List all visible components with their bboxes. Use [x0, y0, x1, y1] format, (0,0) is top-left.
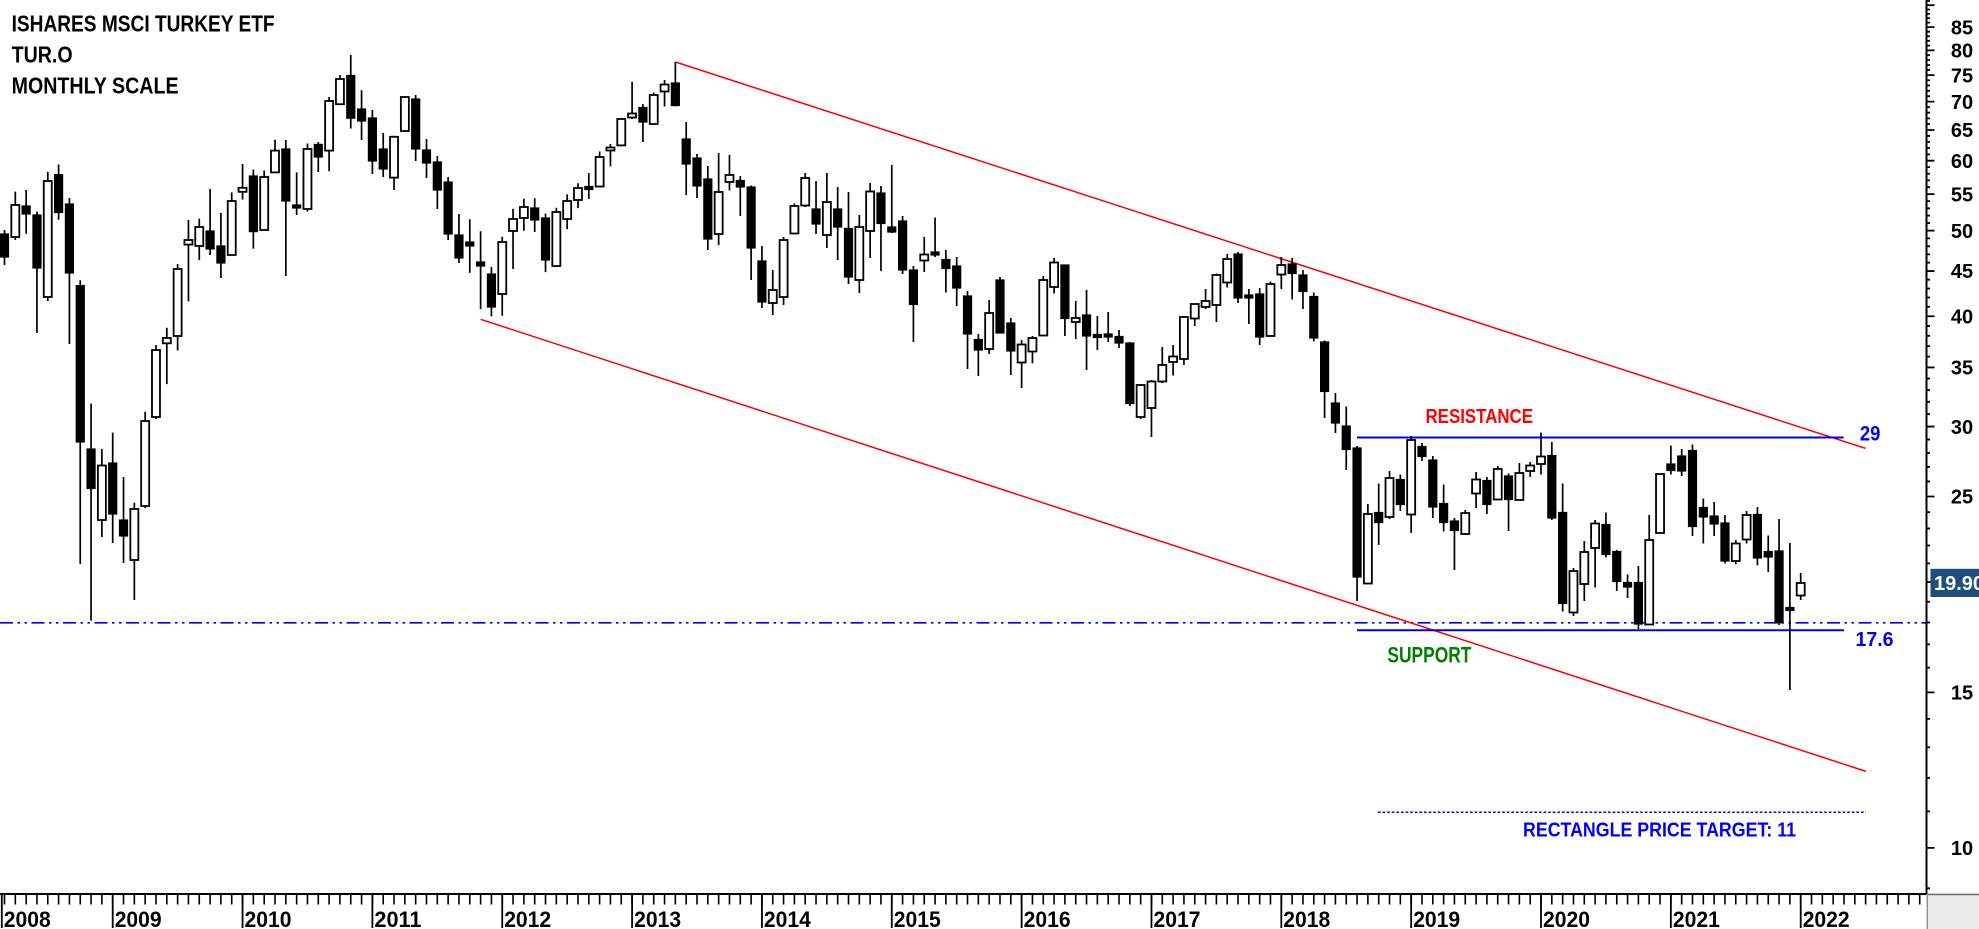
svg-text:85: 85 [1951, 17, 1973, 39]
svg-text:2017: 2017 [1154, 907, 1201, 929]
svg-text:40: 40 [1951, 306, 1973, 328]
svg-text:75: 75 [1951, 65, 1973, 87]
svg-text:ISHARES MSCI TURKEY ETF: ISHARES MSCI TURKEY ETF [12, 11, 275, 37]
svg-text:2010: 2010 [245, 907, 292, 929]
svg-text:45: 45 [1951, 261, 1973, 283]
svg-text:60: 60 [1951, 151, 1973, 173]
svg-text:RESISTANCE: RESISTANCE [1426, 405, 1534, 428]
svg-text:25: 25 [1951, 487, 1973, 509]
svg-text:2018: 2018 [1283, 907, 1330, 929]
svg-text:65: 65 [1951, 120, 1973, 142]
svg-text:RECTANGLE PRICE TARGET: 11: RECTANGLE PRICE TARGET: 11 [1523, 820, 1796, 842]
svg-text:10: 10 [1951, 838, 1973, 860]
svg-text:2014: 2014 [764, 907, 812, 929]
svg-text:30: 30 [1951, 417, 1973, 439]
svg-text:19.90: 19.90 [1934, 573, 1979, 595]
svg-text:80: 80 [1951, 41, 1973, 63]
svg-text:29: 29 [1860, 422, 1881, 445]
svg-text:2019: 2019 [1413, 907, 1460, 929]
svg-text:2022: 2022 [1803, 907, 1850, 929]
svg-text:2020: 2020 [1543, 907, 1590, 929]
svg-text:50: 50 [1951, 221, 1973, 243]
svg-text:TUR.O: TUR.O [12, 42, 73, 68]
svg-text:SUPPORT: SUPPORT [1387, 643, 1471, 668]
svg-text:2011: 2011 [374, 907, 421, 929]
svg-text:2008: 2008 [4, 907, 51, 929]
svg-text:15: 15 [1951, 683, 1973, 705]
svg-text:2016: 2016 [1024, 907, 1071, 929]
svg-text:70: 70 [1951, 92, 1973, 114]
svg-text:2009: 2009 [115, 907, 162, 929]
svg-text:2012: 2012 [504, 907, 551, 929]
svg-text:55: 55 [1951, 184, 1973, 206]
svg-text:35: 35 [1951, 358, 1973, 380]
svg-text:2013: 2013 [634, 907, 681, 929]
svg-text:2015: 2015 [894, 907, 941, 929]
svg-text:2021: 2021 [1673, 907, 1720, 929]
svg-text:17.6: 17.6 [1856, 629, 1894, 651]
svg-text:MONTHLY SCALE: MONTHLY SCALE [12, 73, 179, 99]
